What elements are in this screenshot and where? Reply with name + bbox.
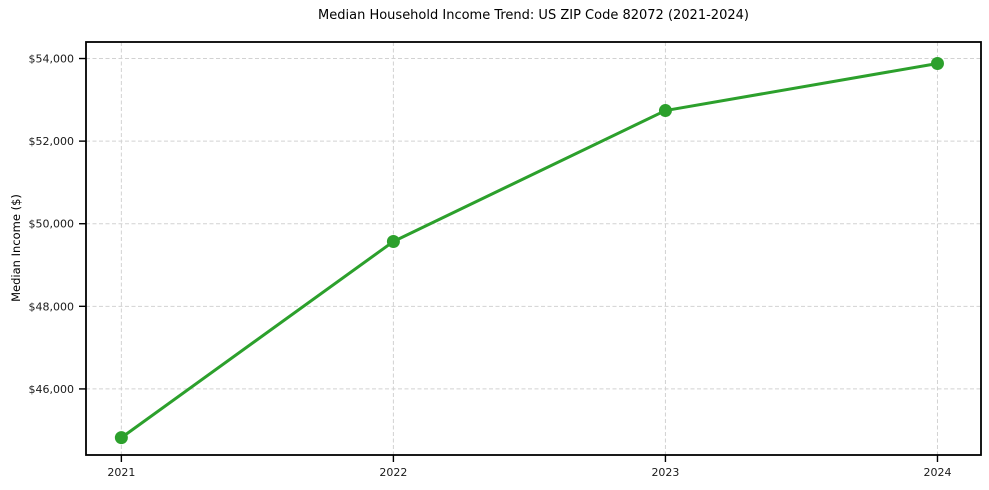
chart-title: Median Household Income Trend: US ZIP Co… [318,8,749,23]
data-point [930,56,944,70]
y-axis-title: Median Income ($) [9,194,23,302]
y-tick-label: $46,000 [29,383,75,396]
x-tick-label: 2023 [651,466,679,479]
y-tick-label: $50,000 [29,218,75,231]
y-tick-label: $48,000 [29,300,75,313]
data-point [658,104,672,118]
plot-border [85,41,982,456]
data-point [114,431,128,445]
data-point [386,234,400,248]
y-tick-label: $52,000 [29,135,75,148]
x-tick-label: 2022 [379,466,407,479]
x-tick-label: 2024 [923,466,951,479]
x-tick-label: 2021 [107,466,135,479]
y-tick-label: $54,000 [29,53,75,66]
trend-line [119,61,939,440]
